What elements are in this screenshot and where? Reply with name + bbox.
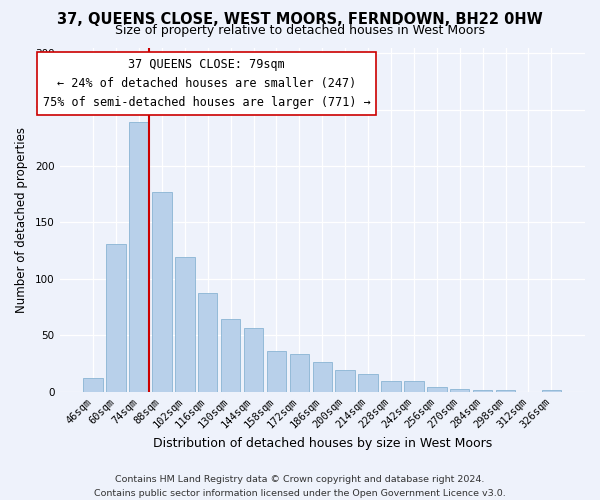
Text: 37, QUEENS CLOSE, WEST MOORS, FERNDOWN, BH22 0HW: 37, QUEENS CLOSE, WEST MOORS, FERNDOWN, … bbox=[57, 12, 543, 28]
Bar bbox=[198, 294, 217, 392]
Text: 37 QUEENS CLOSE: 79sqm
← 24% of detached houses are smaller (247)
75% of semi-de: 37 QUEENS CLOSE: 79sqm ← 24% of detached… bbox=[43, 58, 371, 109]
Bar bbox=[221, 320, 241, 392]
Bar bbox=[335, 370, 355, 392]
Bar bbox=[313, 362, 332, 392]
Bar bbox=[404, 382, 424, 392]
Bar bbox=[496, 390, 515, 392]
Bar bbox=[450, 390, 469, 392]
Bar bbox=[83, 378, 103, 392]
Bar bbox=[152, 192, 172, 392]
Bar bbox=[129, 122, 149, 392]
X-axis label: Distribution of detached houses by size in West Moors: Distribution of detached houses by size … bbox=[152, 437, 492, 450]
Bar bbox=[473, 390, 493, 392]
Bar bbox=[542, 390, 561, 392]
Bar bbox=[290, 354, 309, 392]
Bar bbox=[427, 387, 446, 392]
Bar bbox=[358, 374, 378, 392]
Bar bbox=[267, 351, 286, 392]
Bar bbox=[106, 244, 126, 392]
Bar bbox=[244, 328, 263, 392]
Text: Contains HM Land Registry data © Crown copyright and database right 2024.
Contai: Contains HM Land Registry data © Crown c… bbox=[94, 476, 506, 498]
Bar bbox=[381, 382, 401, 392]
Text: Size of property relative to detached houses in West Moors: Size of property relative to detached ho… bbox=[115, 24, 485, 37]
Y-axis label: Number of detached properties: Number of detached properties bbox=[15, 126, 28, 312]
Bar bbox=[175, 258, 194, 392]
